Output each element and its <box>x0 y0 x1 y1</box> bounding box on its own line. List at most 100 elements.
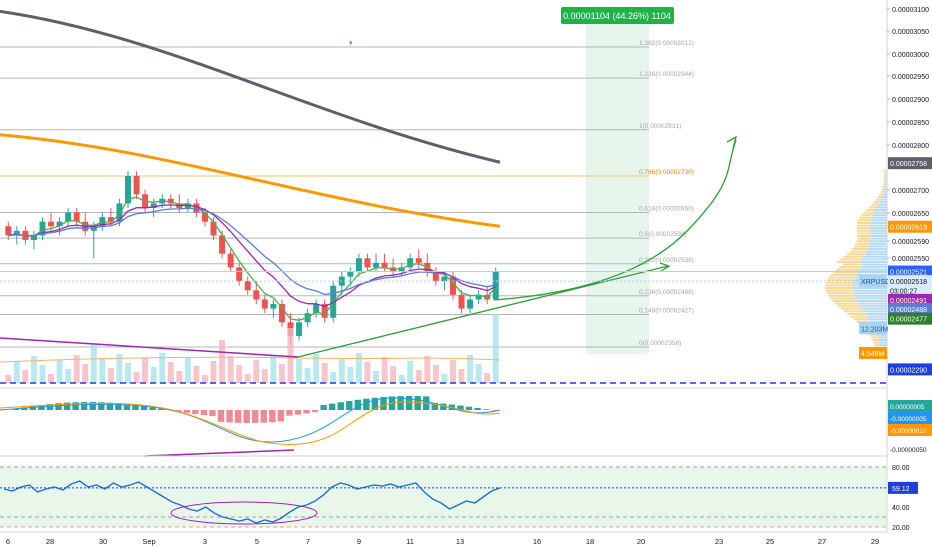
volume-bar <box>22 370 29 383</box>
volume-profile-bar <box>857 235 871 237</box>
volume-profile-bar <box>870 219 887 222</box>
price-tag-label: XRPUSD <box>861 279 890 286</box>
volume-profile-bar <box>830 274 856 276</box>
price-axis[interactable]: 0.00003100 0.00003050 0.00003000 0.00002950… <box>859 0 932 532</box>
volume-profile-bar <box>870 237 887 240</box>
candle-down <box>227 253 234 268</box>
rsi-tick-label: 20.00 <box>892 525 910 532</box>
volume-bar <box>150 367 157 383</box>
macd-histogram-bar <box>269 410 276 423</box>
volume-profile-bar <box>884 185 887 188</box>
time-label: 11 <box>406 537 414 546</box>
time-axis-background <box>0 532 932 550</box>
volume-bar <box>90 343 97 383</box>
time-label: 6 <box>6 537 10 546</box>
volume-profile-bar <box>856 300 887 302</box>
price-tick-label: 0.00002590 <box>892 239 929 246</box>
time-label: 25 <box>766 537 774 546</box>
macd-histogram-bar <box>183 410 190 413</box>
macd-tag <box>888 400 932 412</box>
macd-histogram-bar <box>243 410 250 423</box>
macd-histogram-bar <box>192 410 199 415</box>
volume-profile-bar <box>833 271 858 274</box>
price-tag-label: 0.00002518 <box>890 279 927 286</box>
volume-profile-bar <box>861 307 887 310</box>
candle-down <box>261 299 268 309</box>
background-layer <box>586 24 649 354</box>
candle-down <box>321 304 328 318</box>
price-tag-label: 0.00002290 <box>890 367 927 374</box>
macd-tag-label: -0.00000005 <box>890 416 927 423</box>
volume-profile-bar <box>825 284 854 287</box>
volume-profile-bar <box>853 292 887 295</box>
time-label: 27 <box>818 537 826 546</box>
candle-up <box>116 203 123 222</box>
price-tag-label: 0.00002619 <box>890 225 927 232</box>
price-tag <box>888 312 932 325</box>
macd-histogram-bar <box>140 406 148 410</box>
candle-up <box>355 258 362 272</box>
volume-profile-bar <box>857 271 887 274</box>
candle-up <box>373 262 379 268</box>
macd-pane[interactable] <box>0 387 887 457</box>
volume-bar <box>82 364 89 383</box>
volume-bar <box>184 357 191 383</box>
volume-profile-bar <box>867 248 887 250</box>
candle-up <box>90 226 97 231</box>
time-label: Sep <box>142 537 155 546</box>
macd-histogram-bar <box>252 410 259 423</box>
price-tag-label: 0.00002758 <box>890 161 927 168</box>
volume-profile-bar <box>873 341 880 344</box>
volume-profile-bar <box>870 229 887 232</box>
volume-profile-bar <box>880 344 887 347</box>
macd-histogram-bar <box>12 408 19 410</box>
volume-profile-bar <box>863 310 887 313</box>
macd-histogram-bar <box>226 410 233 423</box>
volume-profile-bar <box>837 305 860 308</box>
macd-histogram-bar <box>63 402 71 410</box>
volume-profile-bar <box>856 227 871 230</box>
price-pane[interactable]: 1.382(0.00003012) 1.236(0.00002944) 1(0.00… <box>0 9 887 384</box>
macd-histogram-bar <box>354 399 362 410</box>
divergence-line-price <box>0 337 299 358</box>
macd-histogram-bar <box>397 396 404 410</box>
volume-bar <box>125 363 131 383</box>
fib-label: 0.5(0.00002594) <box>639 231 687 238</box>
volume-bar <box>99 359 106 383</box>
volume-profile-bar <box>870 222 887 224</box>
macd-tag <box>888 424 932 436</box>
volume-bar <box>355 353 362 383</box>
candle-down <box>210 221 217 236</box>
macd-histogram-bar <box>440 403 447 410</box>
volume-bar <box>201 375 208 383</box>
volume-bar <box>30 356 37 383</box>
price-tick-label: 0.00002950 <box>892 74 929 81</box>
volume-profile-bar <box>861 214 873 217</box>
rsi-pane[interactable] <box>0 466 887 528</box>
volume-bar <box>432 365 439 383</box>
trend-line <box>297 265 669 358</box>
volume-bar <box>5 375 12 383</box>
fib-label: 0.148(0.00002427) <box>639 308 694 315</box>
volume-profile-bar <box>830 297 856 300</box>
volume-profile-bar <box>858 268 887 271</box>
volume-profile-bar <box>854 294 887 297</box>
price-tag-label: 0.00002488 <box>890 307 927 314</box>
macd-histogram-bar <box>132 405 139 410</box>
volume-profile-bar <box>882 196 887 198</box>
volume-bar <box>39 365 46 383</box>
volume-bar <box>381 357 388 383</box>
time-label: 18 <box>586 537 594 546</box>
macd-histogram-bar <box>346 401 353 410</box>
volume-bar <box>253 360 260 383</box>
volume-bar <box>347 367 354 383</box>
volume-profile-bar <box>876 206 887 209</box>
price-tag <box>888 293 932 306</box>
macd-histogram-bar <box>21 407 28 410</box>
time-axis[interactable]: 6 28 30 Sep 3 5 7 9 11 13 16 18 20 23 25 27 29 <box>0 531 932 550</box>
volume-profile-bar <box>870 224 887 227</box>
macd-histogram-bar <box>303 410 310 414</box>
projection-box[interactable]: 0.00001104 (44.26%) 1104 <box>561 7 674 24</box>
candle-up <box>475 294 482 300</box>
